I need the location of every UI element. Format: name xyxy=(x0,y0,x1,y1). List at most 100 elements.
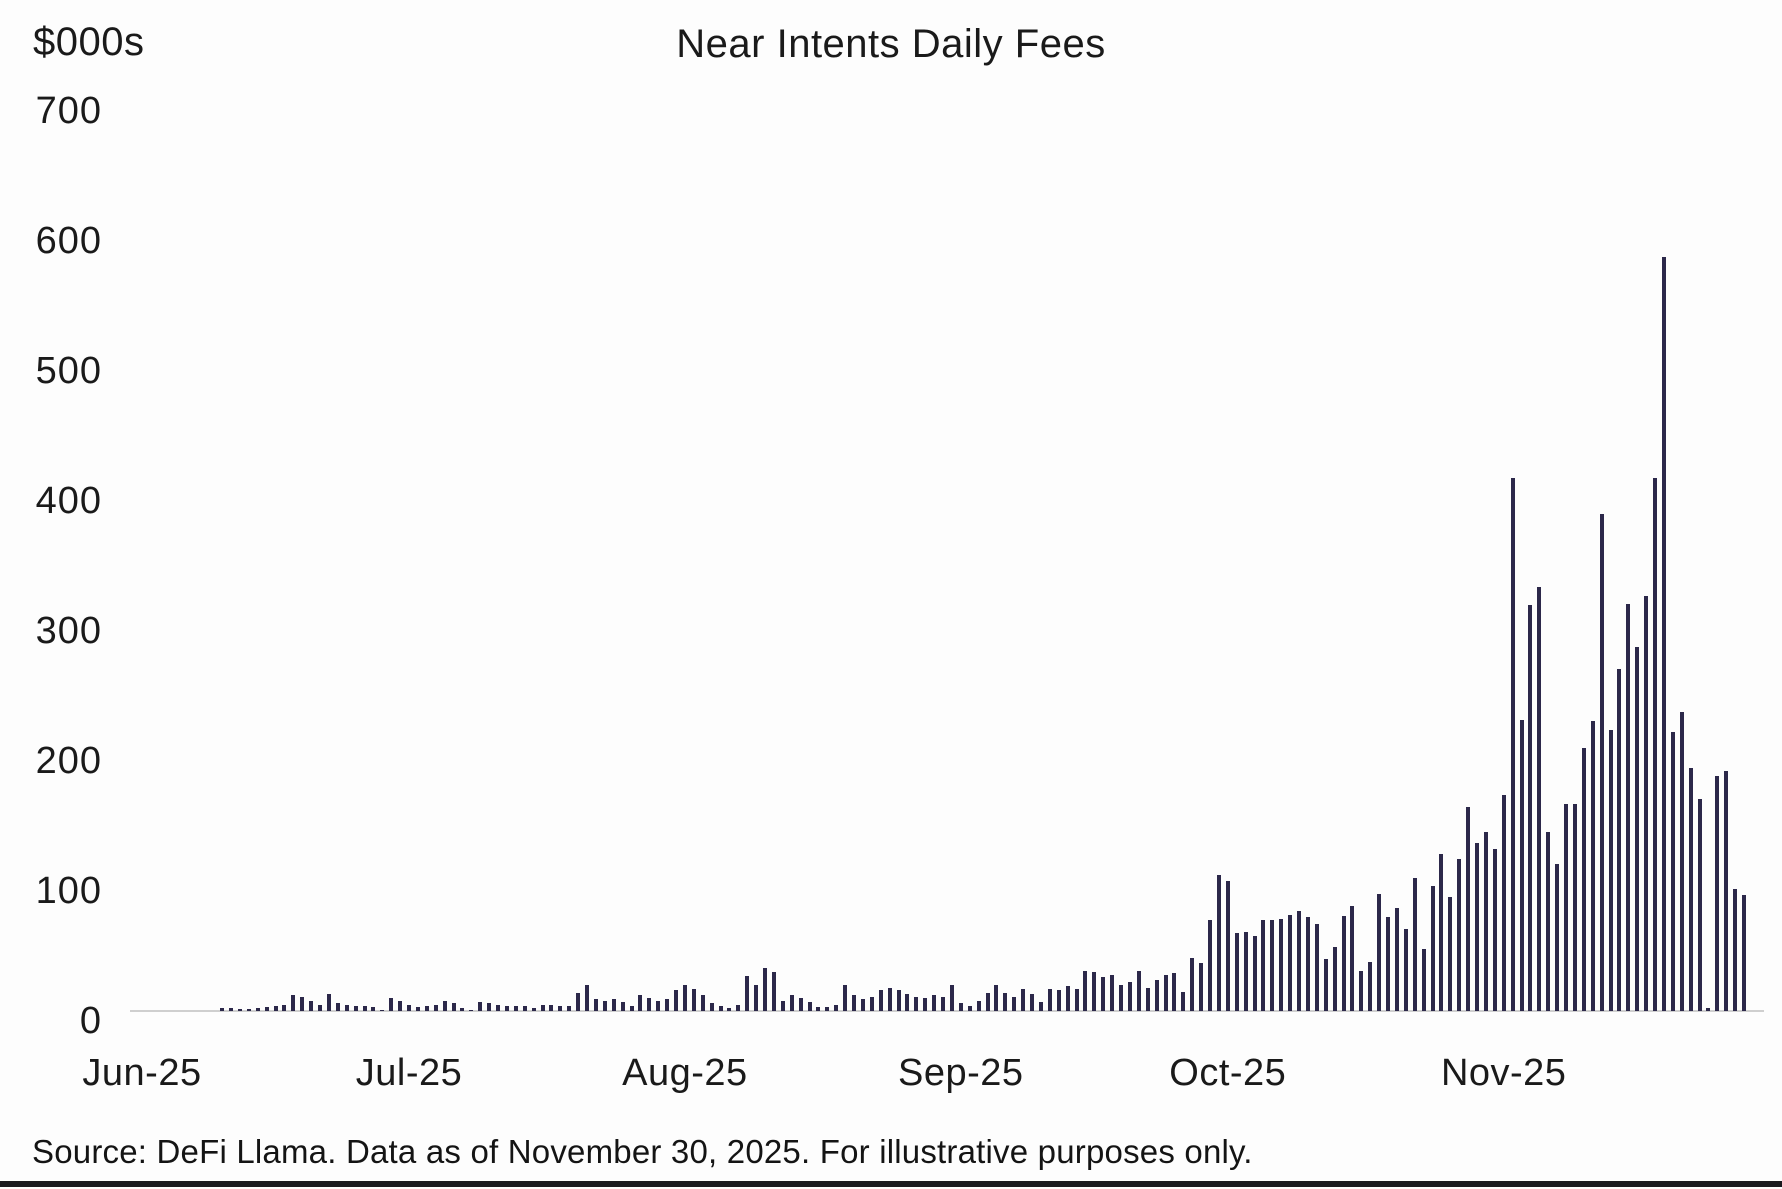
bar xyxy=(834,1004,839,1011)
bar xyxy=(1670,731,1675,1011)
bar xyxy=(1519,719,1524,1011)
bar xyxy=(1466,806,1471,1011)
y-tick-label: 300 xyxy=(35,610,102,652)
x-tick-label: Aug-25 xyxy=(622,1052,748,1094)
bar xyxy=(442,1000,447,1011)
bar xyxy=(1350,905,1355,1011)
bar xyxy=(1715,775,1720,1011)
x-tick-label: Jul-25 xyxy=(355,1052,463,1094)
bar xyxy=(1341,916,1346,1011)
bar xyxy=(1234,933,1239,1011)
bar xyxy=(237,1009,242,1011)
bar xyxy=(1599,514,1604,1011)
bar xyxy=(1119,985,1123,1011)
bar xyxy=(1163,974,1168,1011)
y-tick-label: 100 xyxy=(35,870,102,912)
bar xyxy=(691,988,696,1011)
bar xyxy=(718,1005,723,1011)
bar xyxy=(460,1008,465,1011)
bar xyxy=(309,1000,314,1011)
bar xyxy=(1252,935,1257,1011)
bar xyxy=(407,1004,411,1011)
y-tick-label: 200 xyxy=(35,740,102,782)
bar xyxy=(1439,853,1444,1011)
bar xyxy=(282,1004,287,1011)
bar xyxy=(1475,843,1479,1011)
bar xyxy=(1403,929,1408,1011)
bar xyxy=(754,985,759,1011)
bar xyxy=(504,1005,509,1011)
bar xyxy=(860,999,865,1011)
bar xyxy=(513,1005,518,1011)
bar xyxy=(1003,992,1008,1011)
bar xyxy=(1359,970,1364,1011)
bar xyxy=(825,1007,830,1011)
bar xyxy=(780,1000,785,1011)
bar xyxy=(674,990,678,1011)
bar xyxy=(1706,1008,1711,1011)
bar xyxy=(522,1005,527,1011)
bar xyxy=(415,1007,420,1011)
bar xyxy=(1644,596,1649,1011)
x-tick-label: Nov-25 xyxy=(1440,1052,1567,1094)
bar xyxy=(478,1001,483,1011)
bar xyxy=(1546,831,1551,1011)
bar xyxy=(1724,770,1729,1011)
bar xyxy=(344,1004,349,1011)
bar xyxy=(629,1005,634,1011)
bar xyxy=(638,995,643,1011)
bar xyxy=(852,995,856,1011)
bar xyxy=(1590,721,1595,1011)
bar xyxy=(807,1001,812,1011)
bar xyxy=(1172,973,1177,1011)
bar xyxy=(976,1000,981,1011)
bar xyxy=(941,996,945,1011)
bar xyxy=(1305,917,1310,1011)
y-tick-label: 0 xyxy=(79,1000,102,1042)
bar xyxy=(1430,886,1435,1011)
bar xyxy=(469,1009,474,1011)
bar xyxy=(1056,990,1061,1011)
bar xyxy=(1368,961,1373,1011)
y-tick-label: 600 xyxy=(35,220,102,262)
bar xyxy=(1492,848,1497,1011)
bar xyxy=(878,990,883,1011)
x-tick-label: Sep-25 xyxy=(898,1052,1024,1094)
bar xyxy=(1733,888,1738,1011)
bar xyxy=(273,1005,278,1011)
bar xyxy=(1270,920,1275,1011)
bar xyxy=(709,1003,714,1011)
bar xyxy=(1653,478,1657,1011)
bar xyxy=(869,996,874,1011)
bar xyxy=(1608,730,1613,1011)
bar xyxy=(264,1007,269,1011)
bar xyxy=(736,1004,741,1011)
bar xyxy=(371,1007,376,1011)
bar xyxy=(949,985,954,1011)
bar xyxy=(1581,748,1586,1011)
bar xyxy=(593,999,598,1011)
bar xyxy=(300,996,305,1011)
bar xyxy=(1065,986,1070,1011)
bar xyxy=(1501,795,1506,1011)
bar xyxy=(1190,957,1195,1011)
bar xyxy=(1528,605,1533,1011)
bar xyxy=(1047,988,1052,1011)
bar xyxy=(246,1009,251,1011)
bar xyxy=(549,1004,554,1011)
y-tick-label: 700 xyxy=(35,90,102,132)
x-tick-label: Oct-25 xyxy=(1169,1052,1287,1094)
bar xyxy=(433,1004,438,1011)
bar xyxy=(745,975,750,1011)
y-tick-label: 500 xyxy=(35,350,102,392)
bar xyxy=(665,999,670,1011)
bar xyxy=(1279,918,1284,1011)
bar xyxy=(1483,831,1488,1011)
bar xyxy=(1323,959,1328,1011)
bar xyxy=(1617,669,1622,1011)
bar xyxy=(727,1008,732,1011)
bar xyxy=(585,985,589,1011)
bar xyxy=(451,1003,456,1011)
bar xyxy=(1243,931,1248,1011)
bar xyxy=(1030,994,1034,1011)
